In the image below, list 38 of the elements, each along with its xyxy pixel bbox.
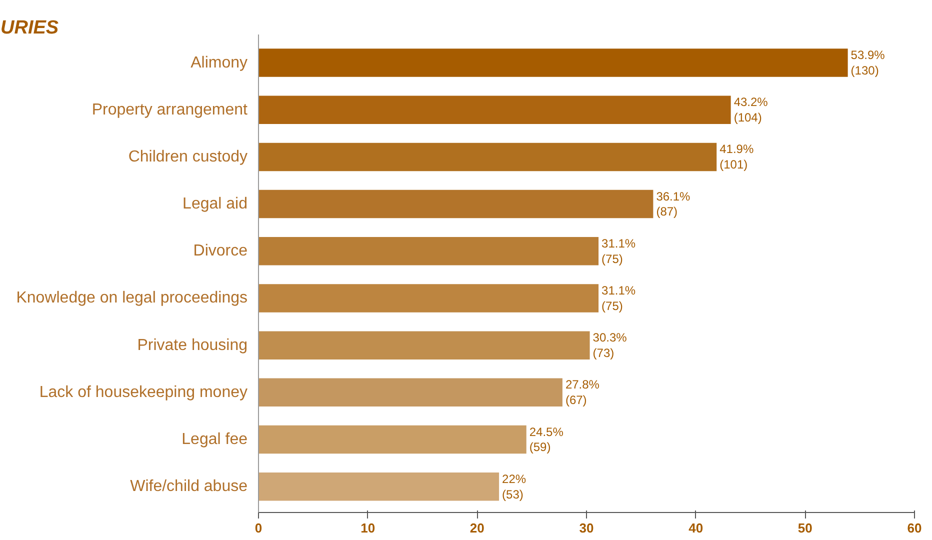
data-label: 30.3% (73) bbox=[592, 330, 628, 360]
bar bbox=[258, 378, 562, 407]
x-tick-label: 50 bbox=[798, 520, 812, 536]
y-tick-label: Divorce bbox=[193, 242, 248, 260]
y-tick-label: Wife/child abuse bbox=[130, 478, 248, 496]
data-label: 36.1% (87) bbox=[656, 189, 691, 219]
data-label: 41.9% (101) bbox=[720, 142, 754, 172]
y-tick-label: Alimony bbox=[190, 54, 248, 72]
x-tick-label: 0 bbox=[254, 520, 262, 536]
bar bbox=[258, 284, 599, 312]
data-label: 22% (53) bbox=[502, 472, 526, 502]
bar bbox=[258, 48, 848, 77]
y-tick-label: Legal aid bbox=[182, 196, 248, 213]
data-label: 53.9% (130) bbox=[850, 48, 886, 78]
bar bbox=[258, 142, 717, 172]
bar bbox=[258, 190, 654, 218]
y-tick-label: Private housing bbox=[137, 336, 248, 354]
data-label: 24.5% (59) bbox=[529, 424, 564, 454]
x-tick-label: 10 bbox=[360, 520, 376, 536]
y-tick-label: Knowledge on legal proceedings bbox=[16, 290, 248, 307]
y-tick-label: Children custody bbox=[128, 148, 248, 166]
data-label: 43.2% (104) bbox=[734, 95, 768, 125]
data-label: 27.8% (67) bbox=[565, 378, 600, 408]
y-tick-label: Lack of housekeeping money bbox=[39, 384, 248, 401]
bar bbox=[258, 237, 599, 266]
text: URIES bbox=[0, 18, 59, 38]
bar bbox=[258, 425, 526, 454]
y-tick-label: Legal fee bbox=[182, 431, 248, 448]
data-label: 31.1% (75) bbox=[602, 284, 636, 313]
x-tick-label: 30 bbox=[579, 520, 594, 536]
x-tick-label: 40 bbox=[688, 520, 704, 536]
data-label: 31.1% (75) bbox=[602, 236, 636, 266]
x-tick-label: 20 bbox=[470, 520, 484, 536]
bar bbox=[258, 472, 500, 501]
bar bbox=[258, 331, 590, 360]
x-tick-label: 60 bbox=[907, 520, 922, 536]
bar bbox=[258, 96, 731, 124]
y-tick-label: Property arrangement bbox=[92, 101, 248, 118]
